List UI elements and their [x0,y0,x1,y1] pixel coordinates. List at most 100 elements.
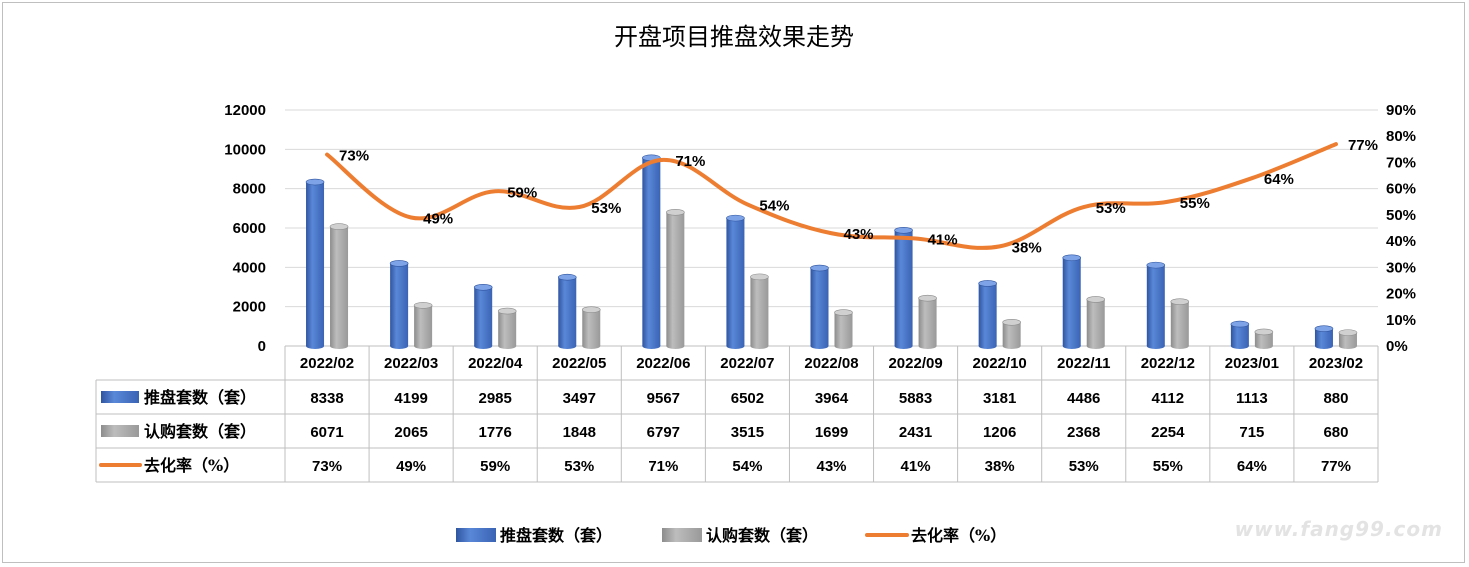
table-cell: 715 [1239,424,1264,441]
y-right-tick-label: 30% [1386,259,1416,276]
y-right-tick-label: 20% [1386,286,1416,303]
y-left-tick-label: 8000 [233,181,266,198]
bar-tuipan-base [810,343,829,349]
y-right-tick-label: 70% [1386,154,1416,171]
bar-tuipan [1062,254,1082,349]
y-left-tick-label: 0 [258,338,266,355]
table-cell: 6071 [310,424,343,441]
y-right-tick-label: 40% [1386,233,1416,250]
bar-rengou-base [414,343,433,349]
table-cell: 3964 [815,390,849,407]
bar-rengou [918,294,937,349]
table-cell: 59% [480,458,510,475]
y-right-tick-label: 90% [1386,102,1416,119]
bar-tuipan-cap [1146,261,1166,269]
table-cell: 3497 [563,390,596,407]
x-category-label: 2022/02 [300,355,354,372]
line-quhualv [325,142,1338,250]
legend-label: 认购套数（套） [706,526,818,545]
bar-rengou-body [1170,301,1189,346]
table-cell: 38% [985,458,1015,475]
bar-tuipan-base [1146,343,1165,349]
table-cell: 53% [1069,458,1099,475]
bar-rengou-base [1254,343,1273,349]
x-category-label: 2022/11 [1057,355,1110,372]
bar-rengou-base [750,343,769,349]
line-data-label: 77% [1348,137,1378,154]
bar-tuipan [389,260,409,349]
bar-tuipan-body [1314,328,1333,346]
y-left-tick-label: 12000 [224,102,266,119]
bar-tuipan-body [894,230,913,346]
table-cell: 2368 [1067,424,1100,441]
bar-tuipan [473,283,493,349]
watermark: www.fang99.com [1234,517,1443,541]
table-cell: 1699 [815,424,848,441]
line-data-label: 73% [339,148,369,165]
x-category-label: 2022/08 [804,355,858,372]
table-cell: 8338 [310,390,343,407]
bar-rengou-body [330,226,349,346]
line-data-label: 54% [759,197,789,214]
bar-rengou [329,223,349,349]
table-cell: 2065 [394,424,427,441]
y-left-tick-label: 2000 [233,299,266,316]
bar-rengou-body [498,311,517,346]
bar-tuipan-base [642,343,661,349]
table-legend-key [101,425,139,437]
bar-rengou [413,302,433,349]
y-left-tick-label: 4000 [233,259,266,276]
bar-tuipan [726,214,745,349]
bar-rengou-base [582,343,601,349]
bar-tuipan [1146,261,1166,349]
bar-tuipan-base [474,343,493,349]
y-right-tick-label: 60% [1386,181,1416,198]
table-row-label: 推盘套数（套） [144,388,256,407]
bar-rengou-base [330,343,349,349]
bar-tuipan-body [1230,324,1249,346]
bar-rengou-base [666,343,685,349]
table-cell: 41% [901,458,931,475]
y-right-tick-label: 50% [1386,207,1416,224]
table-cell: 54% [732,458,762,475]
x-category-label: 2022/06 [636,355,690,372]
y-right-tick-label: 80% [1386,128,1416,145]
x-category-label: 2023/02 [1309,355,1363,372]
bar-rengou-body [414,305,433,346]
y-left-tick-label: 10000 [224,141,266,158]
bar-rengou [1254,328,1274,349]
bar-tuipan-cap [305,178,325,186]
table-cell: 64% [1237,458,1267,475]
table-cell: 2985 [479,390,512,407]
bar-rengou-cap [918,294,937,302]
bar-tuipan-body [978,283,997,346]
bar-rengou-body [1254,331,1273,346]
x-category-label: 2023/01 [1225,355,1279,372]
bar-rengou-cap [834,309,853,316]
bar-rengou-base [498,343,517,349]
bar-rengou-body [1086,299,1105,346]
bar-tuipan-cap [726,214,745,222]
bar-rengou-cap [581,306,601,313]
bar-tuipan-body [726,218,745,346]
table-cell: 880 [1323,390,1348,407]
bar-tuipan [894,227,913,349]
table-cell: 1848 [563,424,596,441]
bar-tuipan [810,264,829,349]
table-cell: 55% [1153,458,1183,475]
bar-rengou-cap [1170,298,1190,305]
bar-rengou [1170,298,1190,349]
bar-tuipan-base [306,343,325,349]
bar-rengou-body [750,276,769,346]
x-category-label: 2022/07 [720,355,774,372]
bar-rengou-cap [413,302,433,309]
bar-rengou-body [918,298,937,346]
bar-tuipan-cap [473,283,493,291]
bar-rengou-body [1338,332,1357,346]
bar-tuipan-cap [1314,325,1334,332]
bar-tuipan-base [726,343,745,349]
bar-tuipan-base [1230,343,1249,349]
bar-tuipan [305,178,325,349]
bar-rengou [1086,296,1106,349]
